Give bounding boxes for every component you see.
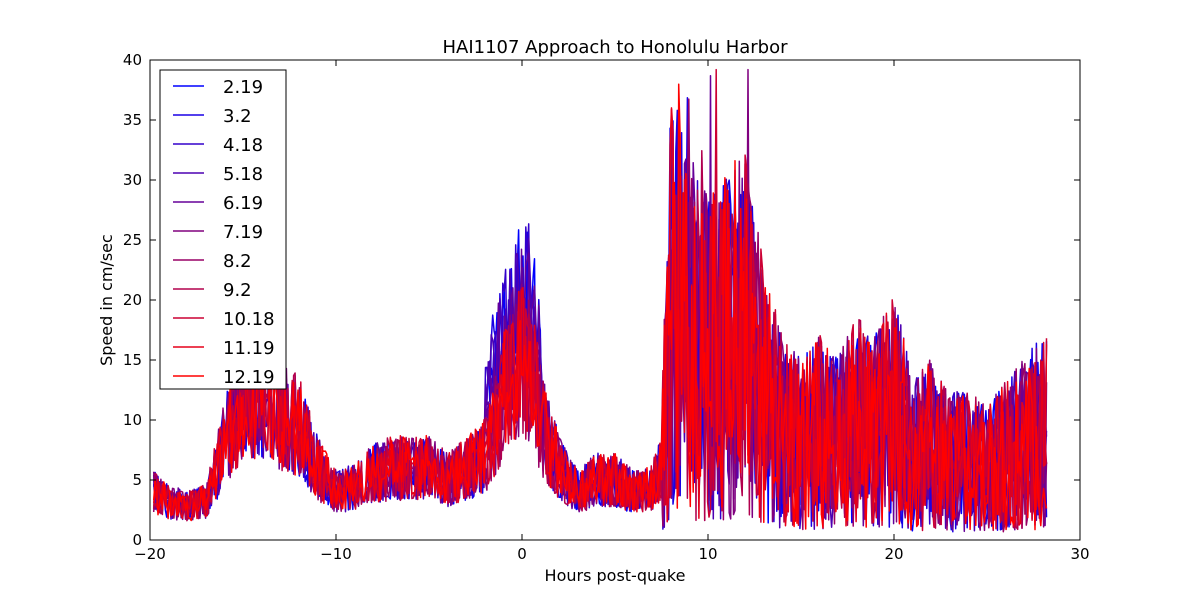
series-layer <box>152 68 1048 533</box>
legend: 2.19 3.2 4.18 5.18 6.19 7.19 8.2 9.2 10.18 11.19 1… <box>159 69 287 390</box>
legend-label-11: 12.19 <box>223 367 275 388</box>
y-tick-label-6: 30 <box>123 171 142 189</box>
y-tick-label-2: 10 <box>123 411 142 429</box>
series-line-11 <box>152 83 1048 531</box>
x-tick-label-0: −20 <box>134 545 166 563</box>
y-tick-label-8: 40 <box>123 51 142 69</box>
legend-label-10: 11.19 <box>223 338 275 359</box>
legend-label-3: 4.18 <box>223 135 263 156</box>
chart-title: HAI1107 Approach to Honolulu Harbor <box>442 37 788 58</box>
y-axis-label: Speed in cm/sec <box>97 234 116 366</box>
x-axis-label: Hours post-quake <box>545 566 686 585</box>
x-tick-label-5: 30 <box>1070 545 1089 563</box>
legend-label-9: 10.18 <box>223 309 275 330</box>
legend-label-7: 8.2 <box>223 251 252 272</box>
y-tick-label-5: 25 <box>123 231 142 249</box>
y-tick-label-7: 35 <box>123 111 142 129</box>
tick-layer: −20 −10 0 10 20 30 0 5 10 15 20 25 30 35 40 <box>123 51 1090 563</box>
x-tick-label-1: −10 <box>320 545 352 563</box>
legend-label-2: 3.2 <box>223 106 252 127</box>
series-clip-group <box>152 68 1048 533</box>
legend-box <box>159 69 287 390</box>
legend-label-6: 7.19 <box>223 222 263 243</box>
legend-label-5: 6.19 <box>223 193 263 214</box>
x-tick-label-4: 20 <box>884 545 903 563</box>
y-tick-label-0: 0 <box>132 531 142 549</box>
y-tick-label-3: 15 <box>123 351 142 369</box>
legend-label-8: 9.2 <box>223 280 252 301</box>
legend-label-1: 2.19 <box>223 77 263 98</box>
y-tick-label-4: 20 <box>123 291 142 309</box>
x-tick-label-3: 10 <box>698 545 717 563</box>
legend-label-4: 5.18 <box>223 164 263 185</box>
y-tick-label-1: 5 <box>132 471 142 489</box>
x-tick-label-2: 0 <box>517 545 527 563</box>
